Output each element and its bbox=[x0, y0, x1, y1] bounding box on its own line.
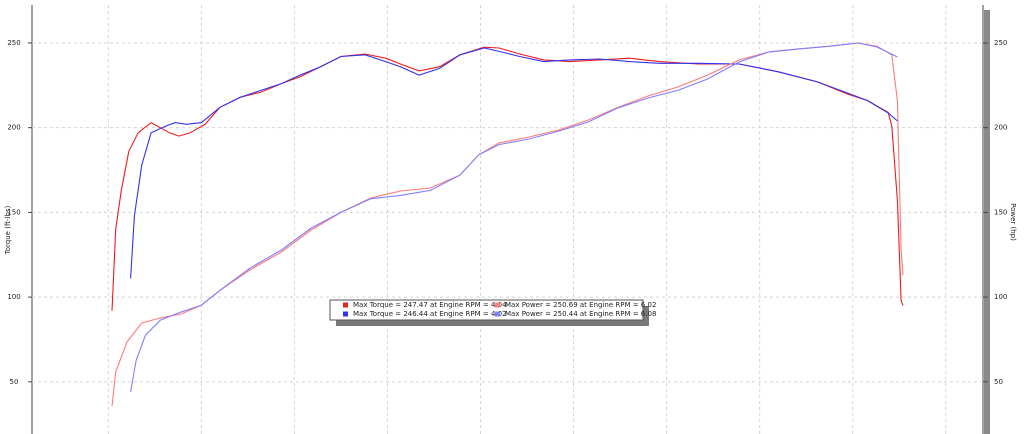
legend-swatch bbox=[343, 302, 348, 308]
y-tick-label: 250 bbox=[7, 39, 20, 47]
y-tick-label: 200 bbox=[7, 124, 20, 132]
y-tick-label: 100 bbox=[7, 293, 20, 301]
y-tick-label: 50 bbox=[10, 378, 19, 386]
legend-swatch bbox=[495, 311, 500, 317]
series-line bbox=[130, 42, 898, 393]
legend-label: Max Torque = 246.44 at Engine RPM = 4.02 bbox=[353, 310, 507, 318]
legend-label: Max Power = 250.44 at Engine RPM = 6.08 bbox=[505, 310, 656, 318]
legend-swatch bbox=[495, 302, 500, 308]
legend-swatch bbox=[343, 311, 348, 317]
series-line bbox=[130, 47, 898, 279]
y2-tick-label: 250 bbox=[994, 39, 1007, 47]
legend: Max Torque = 247.47 at Engine RPM = 4.04… bbox=[329, 299, 656, 326]
legend-label: Max Torque = 247.47 at Engine RPM = 4.04 bbox=[353, 301, 507, 309]
legend-label: Max Power = 250.69 at Engine RPM = 6.02 bbox=[505, 301, 656, 309]
y2-tick-label: 100 bbox=[994, 293, 1007, 301]
axis-bar bbox=[984, 10, 990, 434]
y2-tick-label: 50 bbox=[994, 378, 1003, 386]
y-axis-label: Torque (ft-lbs) bbox=[4, 205, 12, 255]
y2-tick-label: 200 bbox=[994, 124, 1007, 132]
y-tick-label: 150 bbox=[7, 208, 20, 216]
y2-tick-label: 150 bbox=[994, 208, 1007, 216]
y2-axis-label: Power (hp) bbox=[1009, 203, 1017, 241]
legend-box bbox=[329, 299, 644, 321]
